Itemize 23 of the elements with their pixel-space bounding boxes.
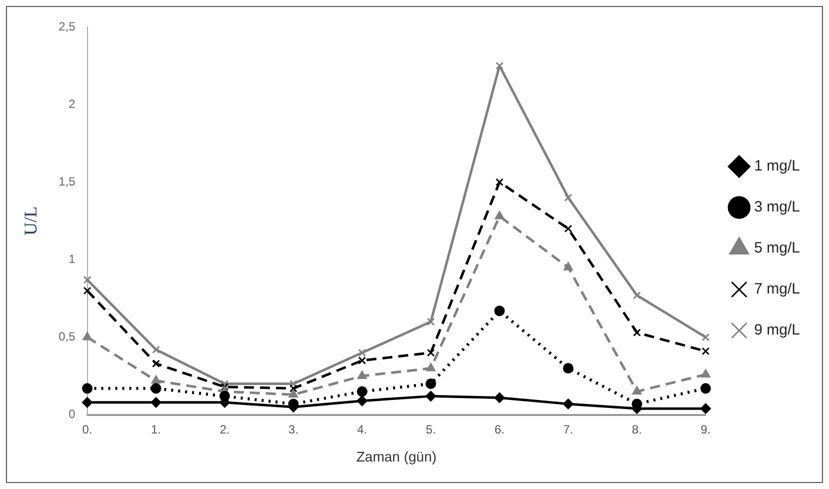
legend-label: 3 mg/L [754, 198, 800, 216]
y-tick-label: 0,5 [58, 330, 76, 344]
legend-label: 7 mg/L [754, 280, 800, 298]
y-tick-label: 2 [68, 96, 76, 111]
x-tick-label: 9. [700, 422, 711, 436]
y-tick-label: 1,5 [58, 174, 76, 188]
legend-label: 5 mg/L [754, 240, 800, 257]
x-tick-label: 2. [220, 422, 230, 436]
y-tick-label: 2,5 [58, 19, 76, 34]
x-tick-label: 3. [288, 422, 298, 436]
legend-label: 1 mg/L [754, 158, 800, 175]
y-tick-label: 1 [68, 252, 76, 266]
x-tick-label: 7. [563, 422, 574, 436]
x-tick-label: 8. [632, 422, 642, 436]
y-axis-title: U/L [20, 206, 41, 236]
x-tick-label: 6. [494, 422, 505, 436]
x-tick-label: 4. [357, 422, 368, 436]
x-tick-label: 1. [150, 422, 161, 436]
y-tick-label: 0 [68, 407, 76, 422]
x-tick-label: 5. [426, 422, 436, 436]
x-tick-label: 0. [82, 422, 92, 436]
legend-label: 9 mg/L [754, 322, 800, 339]
x-axis-title: Zaman (gün) [356, 448, 437, 464]
